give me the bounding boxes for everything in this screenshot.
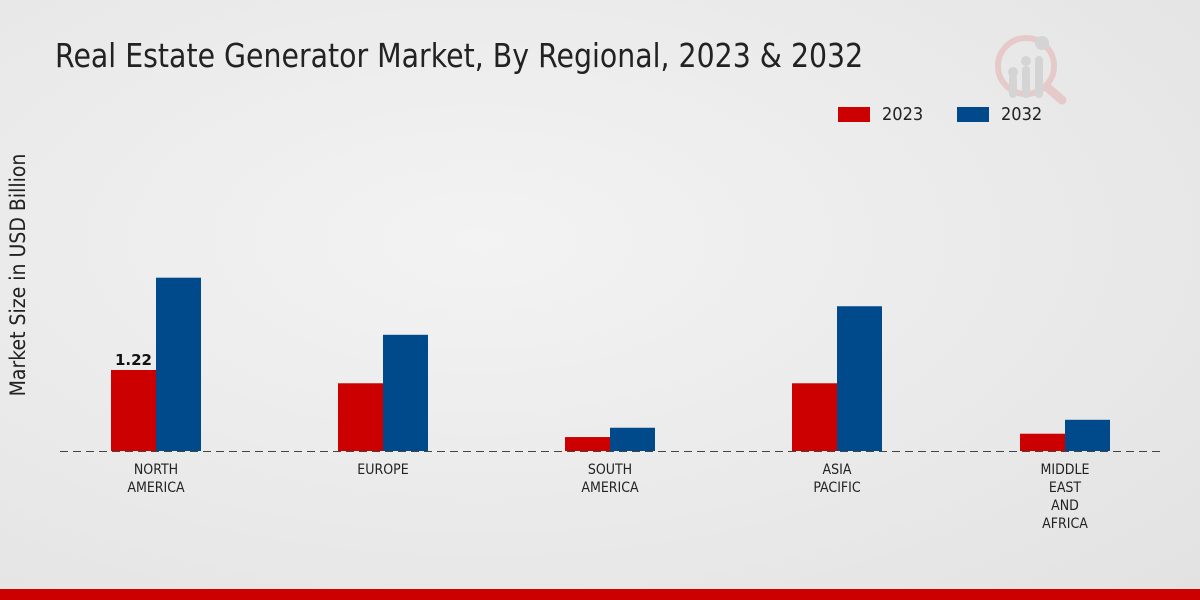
x-tick-line: AMERICA (127, 480, 185, 496)
x-tick-line: EAST (1048, 480, 1082, 496)
bar-2032-asia-pacific (837, 306, 882, 451)
brand-logo-icon (995, 35, 1067, 105)
bar-2032-europe (383, 334, 428, 451)
data-label: 1.22 (115, 351, 152, 369)
x-tick-line: PACIFIC (813, 480, 861, 496)
legend-swatch-2023 (838, 107, 870, 122)
x-tick-line: SOUTH (587, 462, 633, 478)
x-tick-label: MIDDLE EAST AND AFRICA (1005, 461, 1125, 533)
footer-bar (0, 589, 1200, 600)
bar-2023-europe (338, 383, 383, 451)
x-tick-label: ASIA PACIFIC (777, 461, 897, 497)
bar-2023-south-america (565, 437, 610, 451)
x-tick-label: SOUTH AMERICA (550, 461, 670, 497)
legend-item-2032: 2032 (957, 104, 1042, 125)
chart-title: Real Estate Generator Market, By Regiona… (55, 36, 864, 75)
bar-2032-north-america (156, 277, 201, 451)
legend-item-2023: 2023 (838, 104, 923, 125)
bar-2032-middle-east-and-africa (1065, 419, 1110, 451)
x-tick-line: NORTH (133, 462, 179, 478)
x-tick-line: AMERICA (581, 480, 639, 496)
x-tick-line: EUROPE (357, 462, 409, 478)
x-tick-line: AND (1051, 498, 1079, 514)
legend-label-2032: 2032 (1001, 104, 1043, 125)
legend-label-2023: 2023 (882, 104, 924, 125)
bar-2023-north-america (111, 369, 156, 451)
bar-2023-middle-east-and-africa (1020, 433, 1065, 451)
x-tick-label: EUROPE (323, 461, 443, 479)
x-tick-line: ASIA (822, 462, 852, 478)
legend-swatch-2032 (957, 107, 989, 122)
x-tick-line: MIDDLE (1040, 462, 1090, 478)
x-tick-label: NORTH AMERICA (96, 461, 216, 497)
bar-2023-asia-pacific (792, 383, 837, 451)
x-tick-line: AFRICA (1042, 516, 1088, 532)
bar-2032-south-america (610, 427, 655, 451)
